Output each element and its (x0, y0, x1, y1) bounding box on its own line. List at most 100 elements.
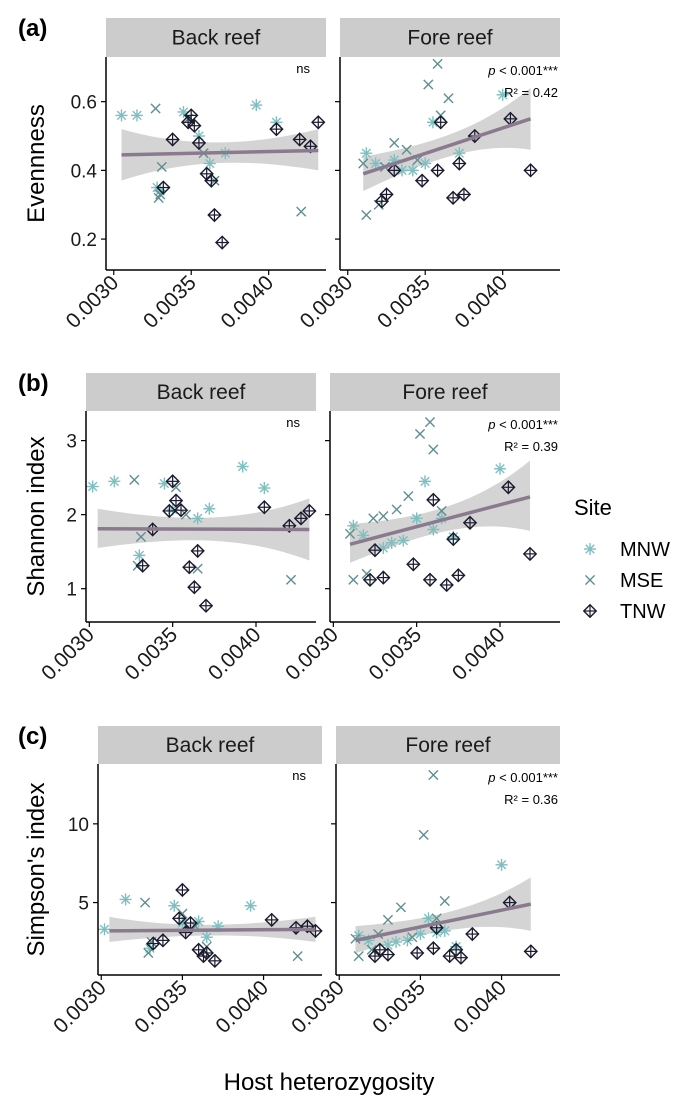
point-tnw (422, 572, 438, 587)
point-mse (423, 79, 434, 90)
point-tnw (465, 926, 480, 942)
point-mse (418, 829, 429, 840)
point-tnw (362, 572, 378, 587)
point-tnw (523, 163, 538, 178)
x-tick-label: 0.0030 (37, 623, 99, 685)
facet-back-reef: Back reef 0.2 0.4 0.6 0.0030 0.0035 0.0040 ns (62, 18, 326, 333)
facet-strip (106, 18, 326, 57)
x-tick-label: 0.0030 (296, 271, 358, 333)
confidence-band (355, 877, 531, 953)
x-tick-label: 0.0040 (204, 623, 266, 685)
y-tick-label: 0.4 (71, 161, 98, 182)
point-mnw (390, 935, 403, 948)
panel-label: (b) (18, 370, 49, 397)
p-symbol: p (487, 63, 495, 78)
point-tnw (446, 531, 461, 547)
legend-label-tnw: TNW (620, 601, 666, 623)
point-tnw (379, 187, 394, 202)
p-value-text: < 0.001*** (495, 63, 558, 78)
point-mnw (203, 157, 216, 170)
point-mse (378, 511, 389, 522)
legend-label-mse: MSE (620, 570, 663, 592)
point-mnw (98, 923, 111, 936)
point-tnw (269, 121, 284, 137)
point-tnw (453, 950, 469, 965)
point-tnw (187, 118, 202, 133)
point-mnw (427, 523, 440, 536)
x-tick-label: 0.0035 (368, 976, 430, 1038)
point-mnw (397, 534, 410, 547)
x-tick-label: 0.0035 (130, 976, 192, 1038)
point-mse (436, 505, 447, 517)
legend-key-mse (584, 574, 596, 586)
point-tnw (433, 115, 448, 130)
point-tnw (367, 542, 383, 558)
point-tnw (175, 882, 190, 898)
point-mse (139, 897, 151, 908)
facet-back-reef: Back reef 5 10 0.0030 0.0035 0.0040 ns (49, 726, 323, 1038)
point-mnw (133, 549, 146, 562)
y-axis-label: Simpson's index (23, 783, 50, 957)
point-mse (439, 895, 450, 907)
point-mse (428, 769, 439, 781)
point-mse (180, 509, 192, 520)
point-mse (403, 491, 414, 502)
r-squared-annotation: R² = 0.39 (504, 439, 558, 454)
point-mnw (258, 481, 271, 494)
facet-fore-reef: Fore reef 0.0030 0.0035 0.0040 p < 0.001*** R… (281, 373, 560, 685)
point-tnw (293, 511, 309, 526)
point-tnw (452, 156, 467, 171)
point-tnw (156, 180, 171, 195)
point-mse (428, 444, 439, 455)
point-tnw (168, 493, 184, 508)
point-mse (414, 428, 426, 440)
point-mnw (369, 157, 382, 170)
significance-annotation: ns (296, 61, 310, 76)
point-tnw (207, 953, 223, 969)
point-mnw (422, 912, 435, 925)
point-tnw (406, 557, 421, 572)
point-mse (432, 58, 443, 69)
point-mnw (360, 147, 373, 160)
point-mse (361, 209, 372, 221)
panel-label: (a) (18, 15, 47, 42)
point-mse (143, 947, 154, 959)
point-tnw (409, 945, 425, 961)
point-mnw (115, 109, 128, 122)
facet-strip-label: Fore reef (407, 27, 492, 50)
point-mnw (191, 512, 204, 525)
legend-title: Site (574, 495, 612, 520)
regression-line (355, 902, 532, 943)
point-mnw (385, 536, 398, 549)
point-tnw (523, 944, 538, 959)
point-mse (358, 158, 369, 169)
point-mnw (244, 899, 257, 912)
point-mse (292, 951, 303, 962)
point-tnw (198, 598, 214, 613)
point-tnw (199, 945, 214, 961)
point-mnw (414, 928, 427, 941)
significance-annotation: ns (286, 415, 300, 430)
point-tnw (187, 580, 202, 595)
point-mnw (377, 541, 390, 554)
point-tnw (426, 941, 441, 956)
facet-strip-label: Back reef (172, 27, 261, 50)
x-tick-label: 0.0040 (451, 271, 513, 333)
point-tnw (257, 500, 272, 515)
facet-fore-reef: Fore reef 0.0030 0.0035 0.0040 p < 0.001*** R… (287, 726, 560, 1038)
point-mnw (119, 893, 132, 906)
point-mse (285, 574, 297, 585)
point-mse (368, 513, 379, 524)
y-tick-label: 10 (68, 815, 89, 836)
point-mse (401, 144, 412, 155)
point-mse (344, 528, 356, 539)
point-tnw (311, 115, 326, 130)
point-mnw (419, 475, 431, 488)
point-tnw (439, 577, 454, 593)
p-value-annotation: p < 0.001*** (487, 417, 558, 432)
p-value-text: < 0.001*** (495, 417, 558, 432)
x-axis-label: Host heterozygosity (224, 1069, 435, 1096)
confidence-band (121, 129, 319, 181)
facet-strip (330, 373, 560, 411)
